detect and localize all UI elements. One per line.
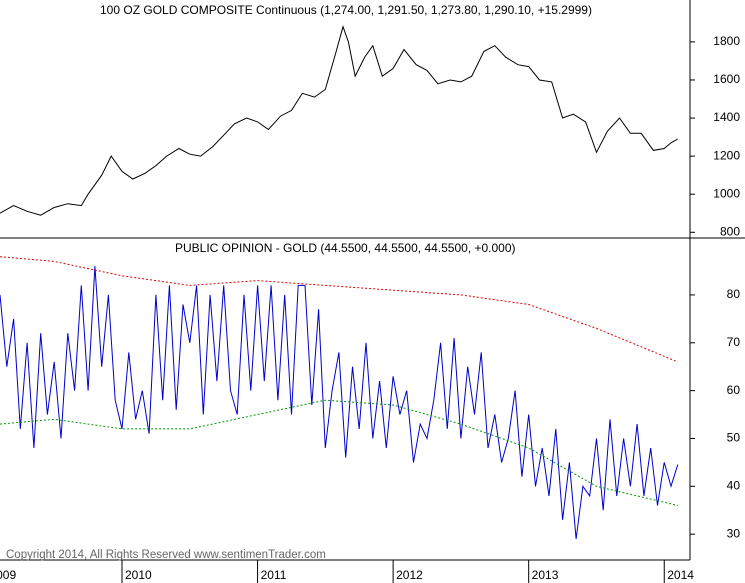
x-tick-label: 2013	[532, 568, 559, 582]
copyright: Copyright 2014, All Rights Reserved www.…	[6, 549, 326, 561]
x-tick-label: 2010	[125, 568, 152, 582]
data-line	[0, 266, 679, 539]
y-tick-label: 800	[720, 224, 740, 238]
y-tick-label: 1200	[713, 148, 740, 162]
x-tick-label: 2014	[667, 568, 694, 582]
chart-title: PUBLIC OPINION - GOLD (44.5500, 44.5500,…	[175, 241, 516, 255]
data-line	[0, 256, 678, 363]
y-tick-label: 1800	[713, 34, 740, 48]
y-tick-label: 80	[727, 287, 741, 301]
data-line	[0, 399, 678, 506]
x-tick-label: 2012	[396, 568, 423, 582]
y-tick-label: 30	[727, 526, 741, 540]
y-tick-label: 40	[727, 478, 741, 492]
y-tick-label: 1000	[713, 186, 740, 200]
data-line	[0, 25, 679, 216]
y-tick-label: 70	[727, 335, 741, 349]
y-tick-label: 60	[727, 383, 741, 397]
y-tick-label: 1400	[713, 110, 740, 124]
y-tick-label: 50	[727, 431, 741, 445]
y-tick-label: 1600	[713, 72, 740, 86]
x-tick-label: 2009	[0, 568, 16, 582]
chart-title: 100 OZ GOLD COMPOSITE Continuous (1,274.…	[100, 3, 592, 17]
x-tick-label: 2011	[261, 568, 287, 582]
